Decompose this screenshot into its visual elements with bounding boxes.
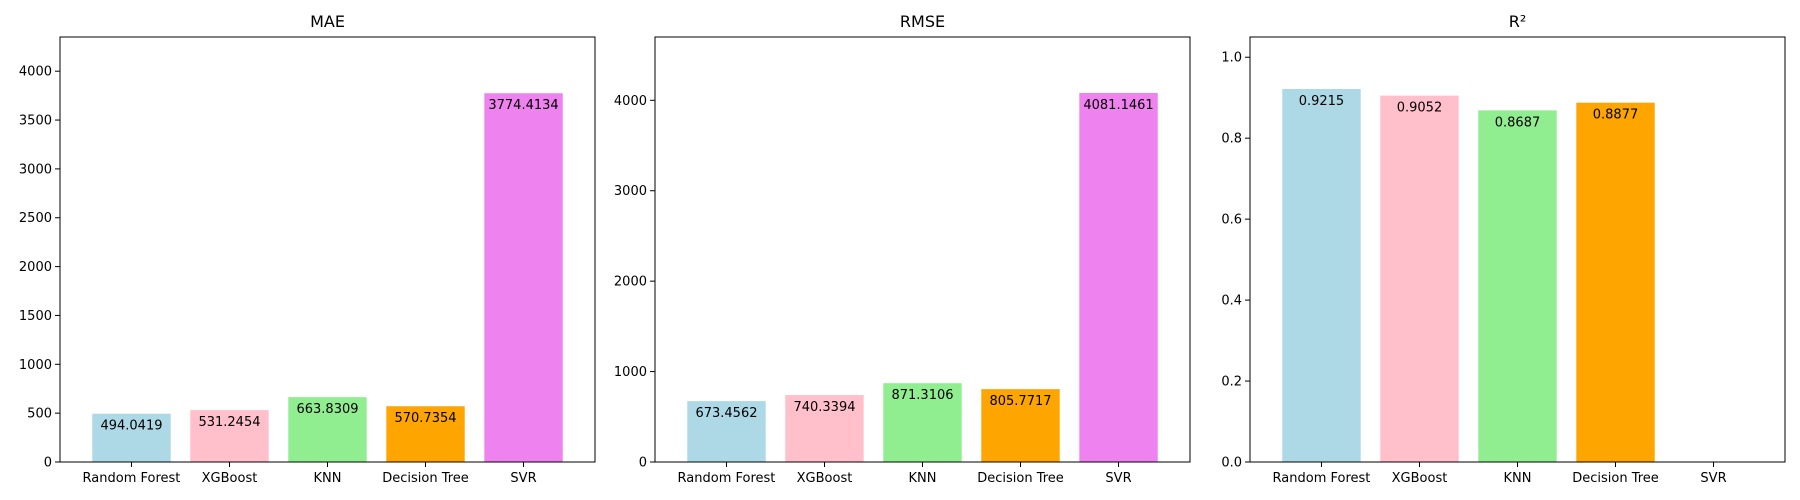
data-label: 0.8877 (1593, 108, 1639, 123)
x-tick-label: KNN (1504, 471, 1532, 486)
x-tick-label: KNN (909, 471, 937, 486)
y-tick-label: 0.8 (1221, 132, 1242, 147)
bar-xgboost (1380, 95, 1459, 462)
bar-svr (484, 93, 563, 462)
bar-random-forest (1282, 89, 1361, 462)
x-tick-label: XGBoost (797, 471, 853, 486)
x-tick-label: KNN (314, 471, 342, 486)
x-tick-label: SVR (510, 471, 536, 486)
data-label: 805.7717 (989, 394, 1051, 409)
bar-decision-tree (386, 406, 465, 462)
data-label: 0.9215 (1299, 94, 1345, 109)
data-label: 494.0419 (100, 419, 162, 434)
y-tick-label: 2000 (19, 260, 52, 275)
chart-title: R² (1509, 12, 1527, 31)
y-tick-label: 3000 (614, 184, 647, 199)
x-tick-label: Decision Tree (1572, 471, 1659, 486)
y-tick-label: 4000 (614, 94, 647, 109)
bar-knn (1478, 110, 1557, 462)
x-tick-label: XGBoost (1392, 471, 1448, 486)
y-tick-label: 500 (27, 407, 52, 422)
bar-decision-tree (981, 389, 1060, 462)
axes-frame (1249, 36, 1786, 463)
x-tick-label: Random Forest (678, 471, 776, 486)
chart-panel-rmse: 673.4562 Random Forest 740.3394 XGBoost 871.… (614, 12, 1191, 486)
bar-knn (883, 383, 962, 462)
x-tick-label: Decision Tree (382, 471, 469, 486)
data-label: 663.8309 (296, 402, 358, 417)
data-label: 4081.1461 (1083, 98, 1153, 113)
data-label: 3774.4134 (488, 98, 558, 113)
y-tick-label: 0.2 (1221, 375, 1242, 390)
y-tick-label: 0.6 (1221, 213, 1242, 228)
x-tick-label: XGBoost (202, 471, 258, 486)
x-tick-label: Random Forest (1273, 471, 1371, 486)
bar-random-forest (687, 401, 766, 462)
bar-knn (288, 397, 367, 462)
y-tick-label: 0 (44, 456, 52, 471)
data-label: 531.2454 (198, 415, 260, 430)
data-label: 0.8687 (1495, 115, 1541, 130)
y-tick-label: 4000 (19, 65, 52, 80)
y-tick-label: 0 (639, 456, 647, 471)
bar-xgboost (190, 410, 269, 462)
x-tick-label: SVR (1700, 471, 1726, 486)
data-label: 570.7354 (394, 411, 456, 426)
x-tick-label: Decision Tree (977, 471, 1064, 486)
chart-title: RMSE (900, 12, 945, 31)
data-label: 740.3394 (793, 400, 855, 415)
x-tick-label: Random Forest (83, 471, 181, 486)
y-tick-label: 3500 (19, 114, 52, 129)
bar-decision-tree (1576, 102, 1655, 462)
bar-xgboost (785, 395, 864, 462)
chart-panel-r: 0.9215 Random Forest 0.9052 XGBoost 0.8687 KN… (1221, 12, 1786, 486)
y-tick-label: 1500 (19, 309, 52, 324)
data-label: 0.9052 (1397, 101, 1443, 116)
bar-random-forest (92, 413, 171, 462)
data-label: 673.4562 (695, 406, 757, 421)
y-tick-label: 1000 (19, 358, 52, 373)
data-label: 871.3106 (891, 388, 953, 403)
y-tick-label: 1000 (614, 365, 647, 380)
y-tick-label: 1.0 (1221, 51, 1242, 66)
y-tick-label: 2000 (614, 275, 647, 290)
y-tick-label: 0.4 (1221, 294, 1242, 309)
axes-frame (59, 36, 596, 463)
y-tick-label: 0.0 (1221, 456, 1242, 471)
chart-title: MAE (310, 12, 345, 31)
x-tick-label: SVR (1105, 471, 1131, 486)
y-tick-label: 2500 (19, 211, 52, 226)
axes-frame (654, 36, 1191, 463)
bar-svr (1079, 92, 1158, 462)
y-tick-label: 3000 (19, 162, 52, 177)
chart-panel-mae: 494.0419 Random Forest 531.2454 XGBoost 663.… (19, 12, 596, 486)
